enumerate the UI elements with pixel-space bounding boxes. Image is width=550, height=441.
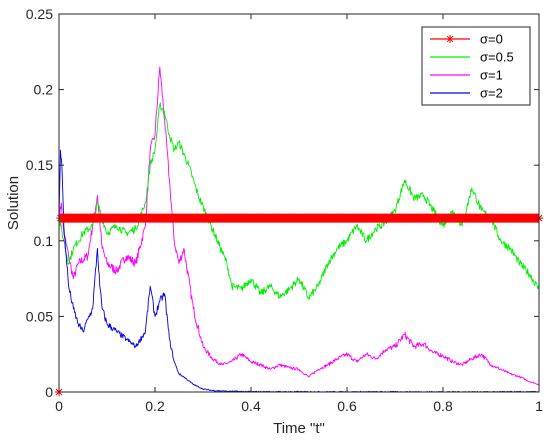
series-sigma-0-marker	[56, 213, 65, 223]
legend-entry: σ=2	[430, 86, 503, 101]
series-sigma-0-marker	[354, 213, 363, 223]
y-tick-label: 0.15	[26, 157, 53, 173]
series-sigma-0-marker	[247, 213, 257, 223]
y-axis-title: Solution	[5, 176, 22, 230]
series-sigma-0-marker	[391, 213, 400, 223]
series-sigma-0-marker	[444, 213, 453, 223]
axes-frame	[58, 13, 540, 393]
series-sigma-0-marker	[146, 213, 156, 223]
series-sigma-0-marker	[508, 213, 517, 223]
series-sigma-0-marker	[183, 213, 193, 223]
legend-label: σ=0	[480, 32, 503, 47]
y-tick-label: 0.05	[26, 308, 53, 324]
series-sigma-0-marker	[284, 213, 294, 223]
series-sigma-0-marker	[343, 213, 352, 223]
series-sigma-0-marker	[226, 213, 235, 223]
series-sigma-0-marker	[274, 213, 283, 223]
x-tick-label: 0.8	[433, 398, 453, 414]
series-line-sigma-1	[58, 66, 540, 386]
x-tick-label: 1	[535, 398, 543, 414]
series-sigma-0-marker	[136, 213, 145, 223]
series-sigma-0-marker	[481, 213, 491, 223]
x-tick-label: 0	[55, 398, 63, 414]
series-sigma-0-marker	[385, 213, 395, 223]
legend-box	[421, 26, 531, 106]
x-tick-label: 0.2	[145, 398, 165, 414]
series-sigma-0-marker	[82, 213, 92, 223]
y-tick-label: 0.25	[26, 6, 53, 22]
legend: σ=0 σ=0.5 σ=1 σ=2	[421, 26, 531, 106]
series-sigma-0-marker	[380, 213, 389, 223]
series-sigma-0-marker	[439, 213, 448, 223]
series-sigma-0-marker	[486, 213, 496, 223]
series-sigma-0-marker	[205, 213, 214, 223]
legend-marker-icon	[446, 35, 454, 43]
tick-labels: 0 0.2 0.4 0.6 0.8 1 0 0.05 0.1 0.15 0.2 0.25	[26, 6, 543, 414]
series-sigma-0-marker	[311, 213, 320, 223]
legend-entry: σ=0.5	[430, 50, 514, 65]
series-sigma-0-marker	[252, 213, 262, 223]
series-layer	[54, 66, 544, 397]
legend-label: σ=0.5	[480, 50, 514, 65]
series-sigma-0	[54, 213, 544, 397]
series-sigma-0-marker	[231, 213, 241, 223]
x-axis-title: Time "t"	[273, 420, 325, 437]
legend-label: σ=2	[480, 86, 503, 101]
x-tick-label: 0.6	[337, 398, 357, 414]
series-sigma-0-marker	[338, 213, 347, 223]
series-sigma-0-marker	[109, 213, 118, 223]
x-tick-label: 0.4	[241, 398, 261, 414]
series-sigma-0-marker	[423, 213, 432, 223]
y-tick-label: 0.2	[34, 82, 54, 98]
y-tick-label: 0	[45, 384, 53, 400]
series-sigma-0-marker	[348, 213, 358, 223]
axes	[58, 13, 540, 393]
y-tick-label: 0.1	[34, 233, 54, 249]
legend-entry: σ=1	[430, 68, 503, 83]
legend-entry: σ=0	[430, 32, 503, 47]
series-sigma-0-marker	[359, 213, 368, 223]
legend-label: σ=1	[480, 68, 503, 83]
